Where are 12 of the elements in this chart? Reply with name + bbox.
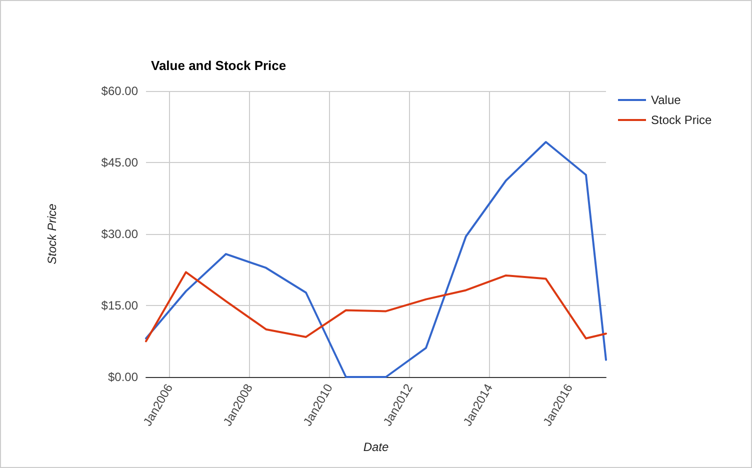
y-tick-label: $0.00	[108, 370, 138, 384]
y-tick-label: $60.00	[101, 84, 138, 98]
x-axis-title: Date	[363, 440, 389, 454]
legend-label: Stock Price	[651, 113, 712, 127]
line-series	[145, 141, 607, 378]
line-series	[145, 271, 607, 342]
y-axis-title: Stock Price	[45, 203, 59, 264]
legend-label: Value	[651, 93, 682, 107]
chart-title: Value and Stock Price	[151, 58, 286, 73]
y-tick-label: $45.00	[101, 156, 138, 170]
y-tick-label: $30.00	[101, 227, 138, 241]
y-tick-label: $15.00	[101, 298, 138, 312]
